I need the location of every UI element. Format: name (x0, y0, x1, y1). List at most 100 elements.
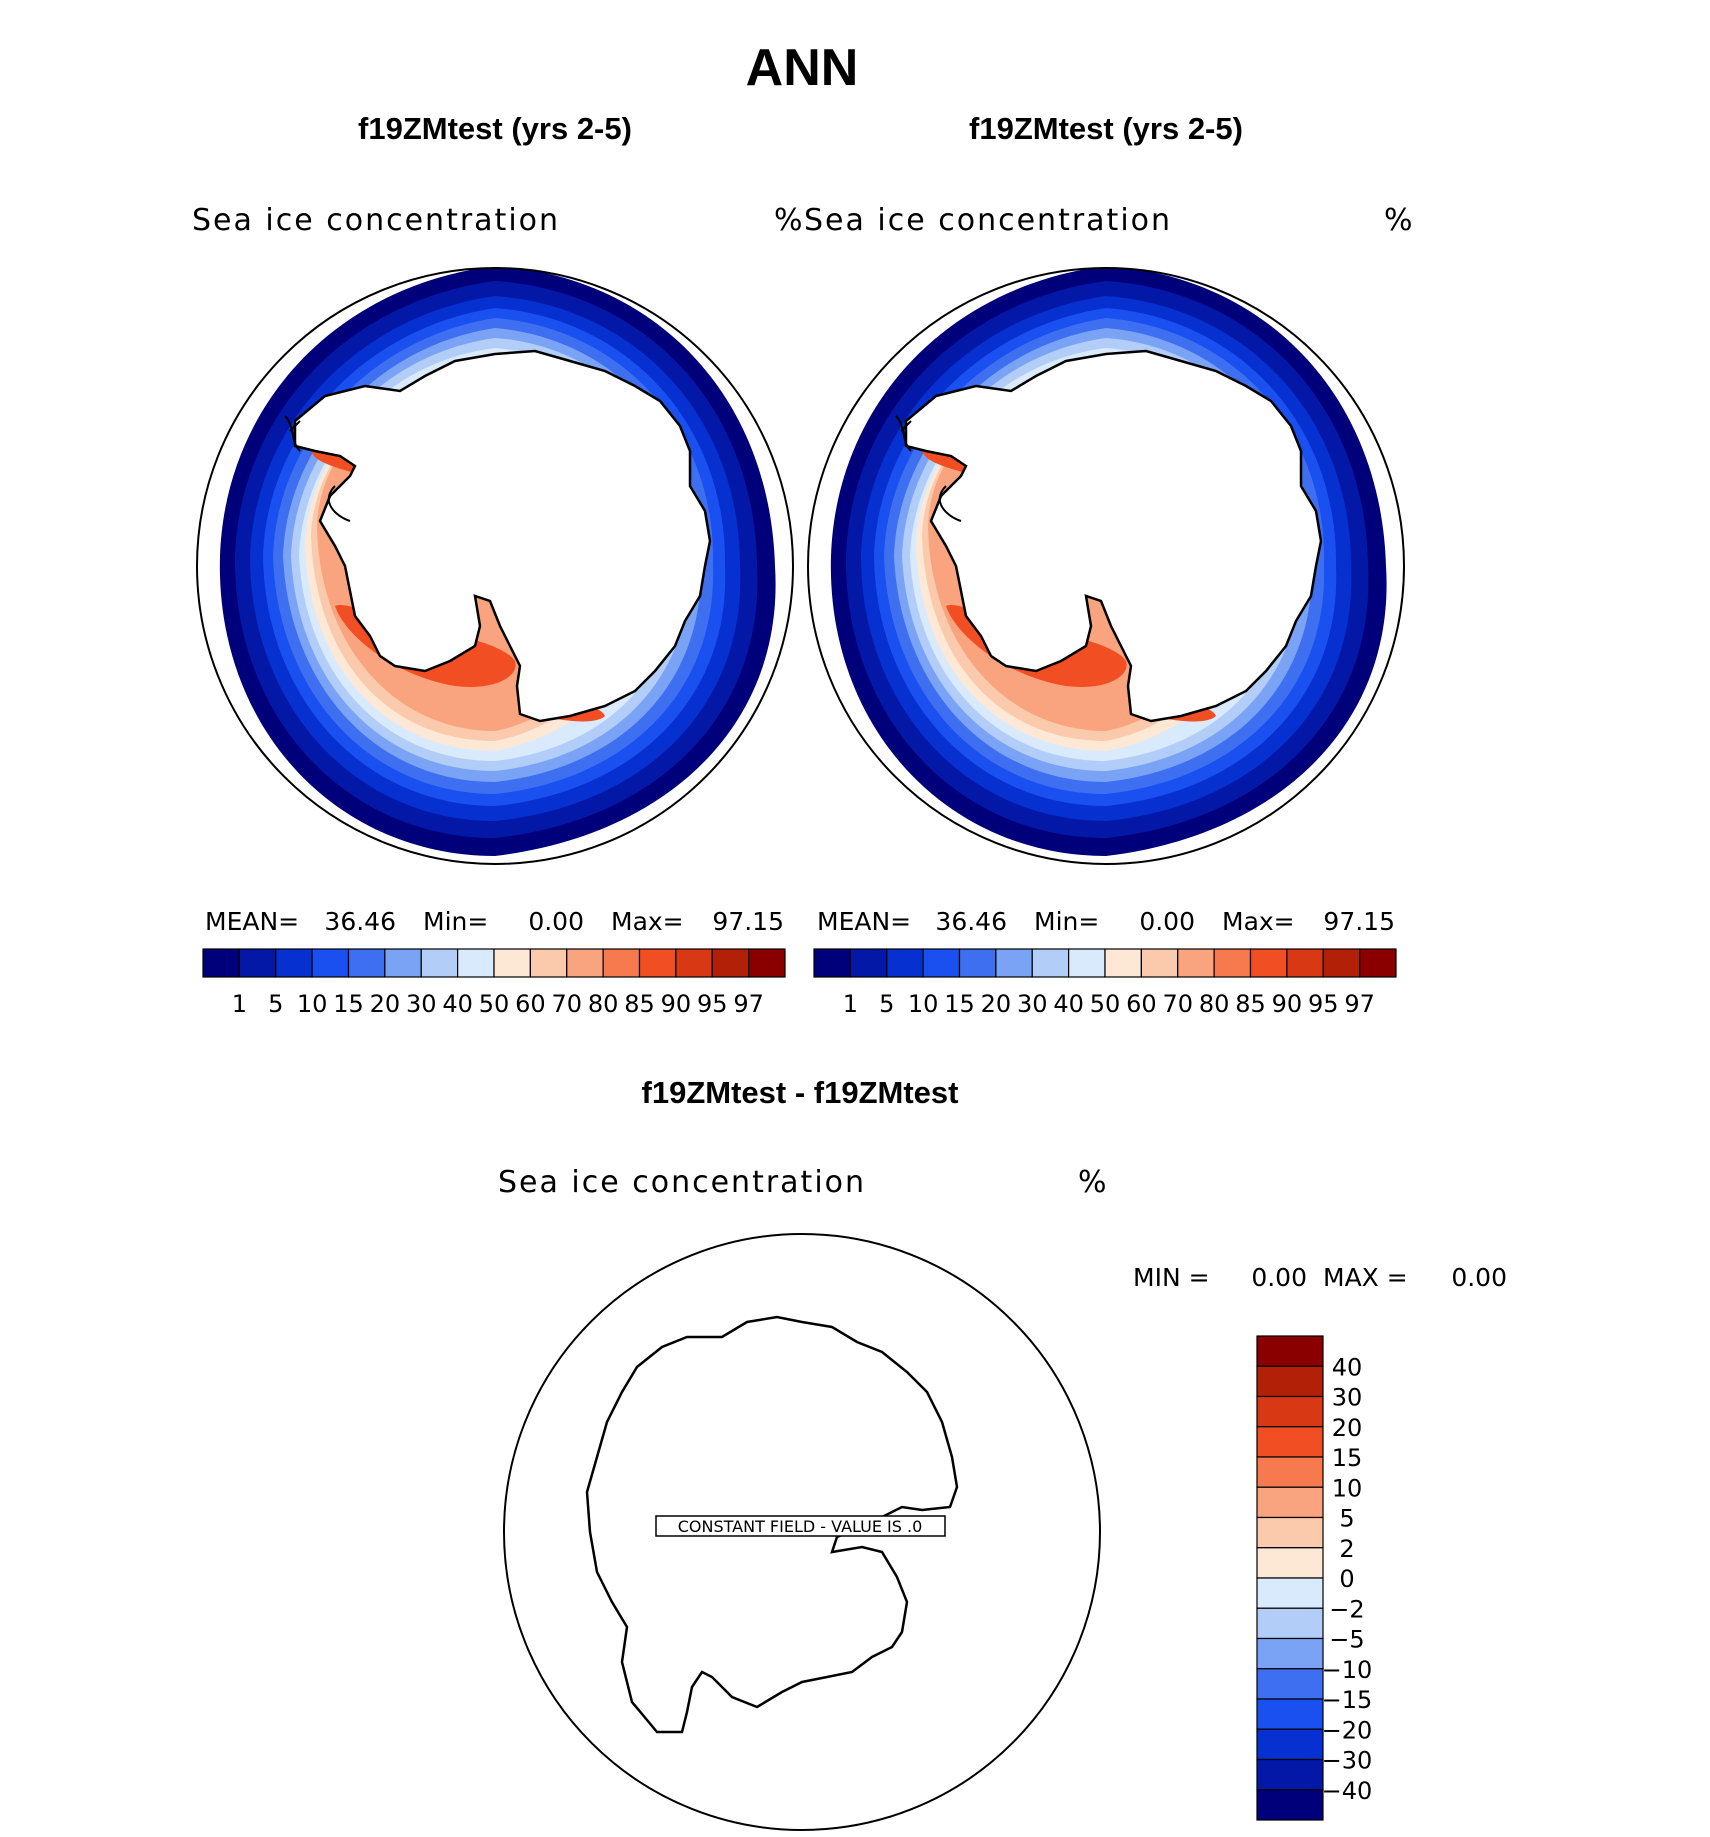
panel-difference: f19ZMtest - f19ZMtest Sea ice concentrat… (498, 1075, 1507, 1831)
colorbar-diff-tick-label: −20 (1322, 1716, 1373, 1744)
panel-right-variable-label: Sea ice concentration (804, 203, 1172, 238)
colorbar-left-swatch (529, 948, 568, 978)
colorbar-left-tick-label: 70 (551, 990, 582, 1018)
colorbar-right-swatch (1031, 948, 1070, 978)
colorbar-right-swatch (922, 948, 961, 978)
colorbar-right-swatch (1249, 948, 1288, 978)
diff-units-label: % (1078, 1165, 1107, 1200)
colorbar-left-tick-label: 10 (297, 990, 328, 1018)
colorbar-diff-swatch (1256, 1426, 1324, 1458)
colorbar-left-tick-label: 85 (624, 990, 655, 1018)
colorbar-right-tick-label: 97 (1344, 990, 1375, 1018)
panel-left-case-title: f19ZMtest (yrs 2-5) (358, 111, 632, 146)
colorbar-left-tick-label: 1 (232, 990, 247, 1018)
panel-right-mean-label: MEAN= (817, 907, 911, 936)
colorbar-left-tick-label: 15 (333, 990, 364, 1018)
colorbar-diff-tick-label: −2 (1329, 1595, 1364, 1623)
figure-title: ANN (746, 39, 859, 97)
panel-left-mean-value: 36.46 (324, 907, 396, 936)
colorbar-left-swatch (457, 948, 495, 978)
panel-left: f19ZMtest (yrs 2-5) Sea ice concentratio… (192, 111, 803, 1018)
colorbar-diff-tick-label: 2 (1339, 1535, 1354, 1563)
colorbar-left-swatch (238, 948, 277, 978)
colorbar-diff-tick-label: −5 (1329, 1626, 1364, 1654)
panel-left-min-value: 0.00 (528, 907, 584, 936)
colorbar-right-tick-label: 60 (1126, 990, 1157, 1018)
colorbar-diff-tick-label: 30 (1332, 1384, 1363, 1412)
panel-left-mean-label: MEAN= (205, 907, 299, 936)
colorbar-diff-swatch (1256, 1335, 1324, 1367)
panel-right-map-border (807, 267, 1405, 865)
colorbar-left-swatch (420, 948, 459, 978)
colorbar-diff-swatch (1256, 1486, 1324, 1519)
colorbar-left-swatch (675, 948, 713, 978)
colorbar-diff-tick-label: 20 (1332, 1414, 1363, 1442)
colorbar-left-tick-label: 90 (661, 990, 692, 1018)
coast-detail-left (284, 415, 351, 522)
colorbar-left-tick-label: 5 (268, 990, 283, 1018)
colorbar-diff-tick-label: −40 (1322, 1777, 1373, 1805)
colorbar-right-swatch (1213, 948, 1252, 978)
diff-map-border (503, 1233, 1101, 1831)
colorbar-right-swatch (1104, 948, 1142, 978)
colorbar-right-tick-label: 10 (908, 990, 939, 1018)
colorbar-diff-swatch (1256, 1547, 1324, 1579)
panel-left-min-label: Min= (423, 907, 488, 936)
colorbar-left-swatch (493, 948, 531, 978)
colorbar-left-tick-label: 20 (370, 990, 401, 1018)
colorbar-left-tick-label: 50 (479, 990, 510, 1018)
constant-field-box (655, 1515, 946, 1537)
panel-right-case-title: f19ZMtest (yrs 2-5) (969, 111, 1243, 146)
colorbar-left-tick-label: 80 (588, 990, 619, 1018)
colorbar-left-swatch (275, 948, 313, 978)
colorbar-left-tick-label: 97 (733, 990, 764, 1018)
colorbar-left-swatch (711, 948, 750, 978)
colorbar-right-swatch (958, 948, 997, 978)
panel-left-max-label: Max= (611, 907, 684, 936)
colorbar-diff-tick-label: 10 (1332, 1474, 1363, 1502)
colorbar-diff-tick-label: 5 (1339, 1505, 1354, 1533)
colorbar-diff-tick-label: 15 (1332, 1444, 1363, 1472)
panel-left-colorbar: 1 5 10 15 20 30 40 50 60 70 80 85 90 95 97 (202, 948, 786, 1018)
diff-max-label: MAX = (1323, 1263, 1408, 1292)
colorbar-left-tick-label: 95 (697, 990, 728, 1018)
colorbar-right-swatch (886, 948, 924, 978)
coast-detail-right (895, 415, 962, 522)
colorbar-diff-swatch (1256, 1456, 1324, 1488)
colorbar-right-tick-label: 80 (1199, 990, 1230, 1018)
colorbar-right-tick-label: 85 (1235, 990, 1266, 1018)
panel-left-units-label: % (774, 203, 803, 238)
diff-variable-label: Sea ice concentration (498, 1165, 866, 1200)
colorbar-right-tick-label: 70 (1162, 990, 1193, 1018)
colorbar-right-swatch (995, 948, 1033, 978)
panel-right-min-value: 0.00 (1139, 907, 1195, 936)
colorbar-diff-tick-label: −30 (1322, 1747, 1373, 1775)
colorbar-diff-swatch (1256, 1728, 1324, 1761)
colorbar-right-tick-label: 90 (1272, 990, 1303, 1018)
colorbar-right-swatch (1140, 948, 1179, 978)
colorbar-diff-tick-label: 0 (1339, 1565, 1354, 1593)
colorbar-diff-swatch (1256, 1365, 1324, 1398)
colorbar-right-swatch (1068, 948, 1106, 978)
colorbar-right-tick-label: 5 (879, 990, 894, 1018)
diff-case-title: f19ZMtest - f19ZMtest (642, 1075, 959, 1110)
panel-left-map (219, 268, 776, 856)
panel-right: f19ZMtest (yrs 2-5) Sea ice concentratio… (804, 111, 1413, 1018)
colorbar-left-swatch (384, 948, 422, 978)
constant-field-label: CONSTANT FIELD - VALUE IS .0 (678, 1517, 923, 1536)
colorbar-diff-tick-label: −15 (1322, 1686, 1373, 1714)
panel-right-max-value: 97.15 (1323, 907, 1395, 936)
colorbar-left-swatch (602, 948, 641, 978)
diff-max-value: 0.00 (1451, 1263, 1507, 1292)
colorbar-diff-swatch (1256, 1516, 1324, 1549)
panel-right-min-label: Min= (1034, 907, 1099, 936)
colorbar-right-swatch (813, 948, 851, 978)
colorbar-right-swatch (1359, 948, 1397, 978)
colorbar-left-swatch (202, 948, 240, 978)
colorbar-diff-swatch (1256, 1758, 1324, 1791)
panel-right-max-label: Max= (1222, 907, 1295, 936)
colorbar-right-tick-label: 1 (843, 990, 858, 1018)
panel-left-variable-label: Sea ice concentration (192, 203, 560, 238)
colorbar-left-tick-label: 40 (442, 990, 473, 1018)
